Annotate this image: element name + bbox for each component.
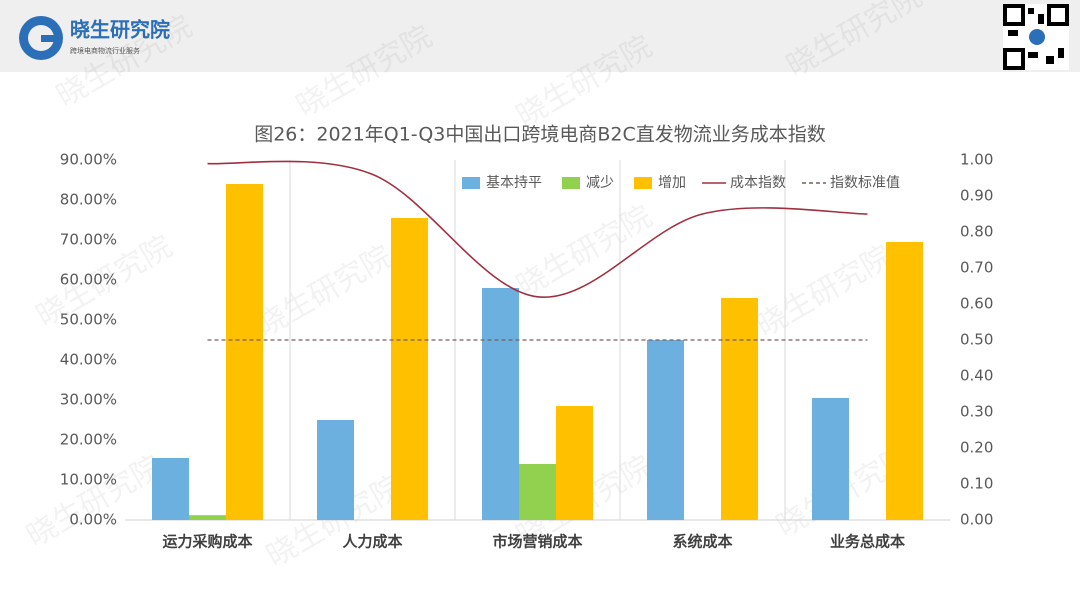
bar (812, 398, 849, 520)
y-tick-label: 50.00% (60, 311, 117, 329)
chart: 0.00% 10.00% 20.00% 30.00% 40.00% 50.00% 60.00… (60, 151, 994, 551)
y-tick-label: 10.00% (60, 471, 117, 489)
x-tick-label: 人力成本 (342, 533, 402, 551)
header-band (0, 0, 1080, 72)
tagline: 跨境电商物流行业服务 (70, 46, 140, 55)
bar (721, 298, 758, 520)
legend-label: 减少 (586, 175, 614, 191)
y-tick-label: 20.00% (60, 431, 117, 449)
y2-tick-label: 0.10 (960, 475, 993, 493)
y2-tick-label: 0.70 (960, 259, 993, 277)
bar (317, 420, 354, 520)
bar (189, 515, 226, 520)
y2-tick-label: 0.60 (960, 295, 993, 313)
legend-swatch (462, 177, 480, 189)
y2-tick-label: 0.30 (960, 403, 993, 421)
legend-label: 增加 (658, 175, 686, 191)
bar (519, 464, 556, 520)
y-tick-label: 40.00% (60, 351, 117, 369)
bar (886, 242, 923, 520)
x-tick-label: 市场营销成本 (492, 533, 582, 551)
y2-tick-label: 1.00 (960, 151, 993, 169)
bar (152, 458, 189, 520)
legend-label: 成本指数 (730, 175, 786, 191)
x-tick-label: 业务总成本 (830, 533, 905, 551)
brand: 晓生研究院 (70, 18, 170, 42)
bar (647, 340, 684, 520)
chart-title: 图26：2021年Q1-Q3中国出口跨境电商B2C直发物流业务成本指数 (254, 124, 826, 146)
y2-tick-label: 0.90 (960, 187, 993, 205)
y2-tick-label: 0.00 (960, 511, 993, 529)
y2-tick-label: 0.20 (960, 439, 993, 457)
x-tick-label: 系统成本 (672, 533, 732, 551)
y-tick-label: 30.00% (60, 391, 117, 409)
legend-swatch (562, 177, 580, 189)
legend-swatch (634, 177, 652, 189)
y-tick-label: 70.00% (60, 231, 117, 249)
qr-code (1003, 4, 1069, 70)
bar (391, 218, 428, 520)
y2-tick-label: 0.40 (960, 367, 993, 385)
watermark: 晓生研究院 (251, 239, 398, 344)
y-tick-label: 80.00% (60, 191, 117, 209)
y2-tick-label: 0.80 (960, 223, 993, 241)
index-line (207, 160, 868, 298)
y-tick-label: 90.00% (60, 151, 117, 169)
legend-label: 基本持平 (486, 174, 542, 191)
x-tick-label: 运力采购成本 (162, 533, 252, 551)
y2-tick-label: 0.50 (960, 331, 993, 349)
legend-label: 指数标准值 (830, 175, 900, 191)
logo (19, 16, 63, 60)
watermark: 晓生研究院 (21, 449, 168, 554)
y-tick-label: 60.00% (60, 271, 117, 289)
bar (482, 288, 519, 520)
y-tick-label: 0.00% (69, 511, 117, 529)
bar (226, 184, 263, 520)
bar (556, 406, 593, 520)
watermark: 晓生研究院 (751, 239, 898, 344)
